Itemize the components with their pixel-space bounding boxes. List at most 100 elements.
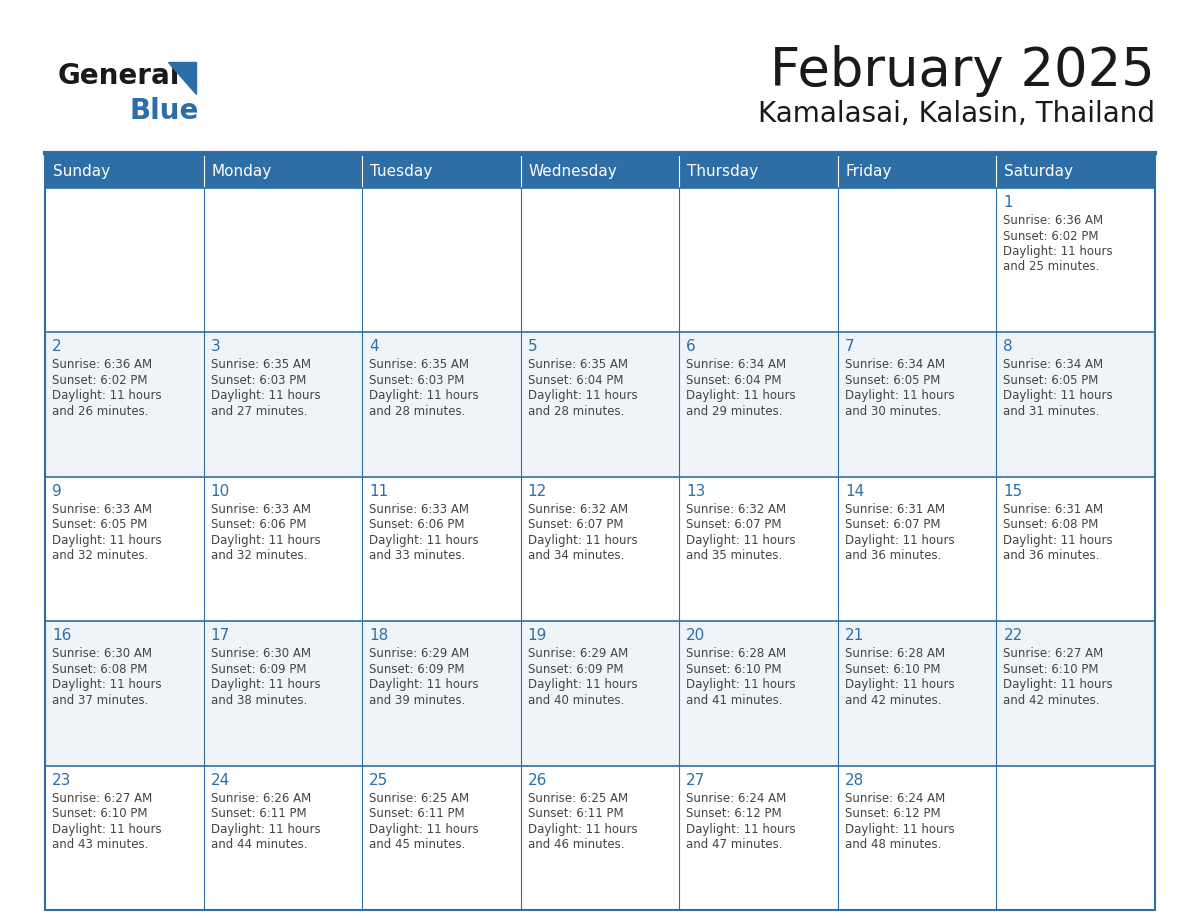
Text: Sunrise: 6:34 AM: Sunrise: 6:34 AM: [845, 358, 944, 372]
Text: and 31 minutes.: and 31 minutes.: [1004, 405, 1100, 418]
Text: Daylight: 11 hours: Daylight: 11 hours: [52, 389, 162, 402]
Bar: [362, 332, 520, 476]
Bar: [680, 155, 838, 188]
Text: Sunrise: 6:34 AM: Sunrise: 6:34 AM: [1004, 358, 1104, 372]
Text: Tuesday: Tuesday: [371, 164, 432, 179]
Text: 13: 13: [687, 484, 706, 498]
Text: Sunset: 6:07 PM: Sunset: 6:07 PM: [845, 519, 941, 532]
Text: and 45 minutes.: and 45 minutes.: [369, 838, 466, 851]
Text: Sunset: 6:05 PM: Sunset: 6:05 PM: [845, 374, 940, 386]
Bar: [520, 155, 680, 188]
Text: Sunrise: 6:29 AM: Sunrise: 6:29 AM: [527, 647, 628, 660]
Text: and 30 minutes.: and 30 minutes.: [845, 405, 941, 418]
Text: and 35 minutes.: and 35 minutes.: [687, 549, 783, 563]
Text: Sunrise: 6:35 AM: Sunrise: 6:35 AM: [527, 358, 627, 372]
Text: and 37 minutes.: and 37 minutes.: [52, 694, 148, 707]
Text: Daylight: 11 hours: Daylight: 11 hours: [527, 389, 637, 402]
Text: Sunrise: 6:35 AM: Sunrise: 6:35 AM: [210, 358, 310, 372]
Text: Daylight: 11 hours: Daylight: 11 hours: [527, 678, 637, 691]
Bar: [838, 766, 997, 910]
Text: 12: 12: [527, 484, 546, 498]
Bar: [520, 621, 680, 766]
Bar: [45, 476, 203, 621]
Text: Sunrise: 6:24 AM: Sunrise: 6:24 AM: [845, 791, 946, 804]
Text: and 44 minutes.: and 44 minutes.: [210, 838, 307, 851]
Text: and 28 minutes.: and 28 minutes.: [527, 405, 624, 418]
Bar: [680, 766, 838, 910]
Text: Sunset: 6:03 PM: Sunset: 6:03 PM: [210, 374, 307, 386]
Text: Sunrise: 6:29 AM: Sunrise: 6:29 AM: [369, 647, 469, 660]
Text: Sunset: 6:08 PM: Sunset: 6:08 PM: [52, 663, 147, 676]
Bar: [203, 155, 362, 188]
Text: 3: 3: [210, 340, 220, 354]
Bar: [362, 621, 520, 766]
Text: Sunset: 6:09 PM: Sunset: 6:09 PM: [527, 663, 624, 676]
Bar: [362, 766, 520, 910]
Text: Daylight: 11 hours: Daylight: 11 hours: [527, 823, 637, 835]
Text: Sunrise: 6:35 AM: Sunrise: 6:35 AM: [369, 358, 469, 372]
Text: and 34 minutes.: and 34 minutes.: [527, 549, 624, 563]
Text: and 47 minutes.: and 47 minutes.: [687, 838, 783, 851]
Text: Sunrise: 6:32 AM: Sunrise: 6:32 AM: [687, 503, 786, 516]
Bar: [45, 188, 203, 332]
Bar: [520, 476, 680, 621]
Text: Sunrise: 6:30 AM: Sunrise: 6:30 AM: [210, 647, 310, 660]
Text: and 42 minutes.: and 42 minutes.: [1004, 694, 1100, 707]
Text: Sunrise: 6:34 AM: Sunrise: 6:34 AM: [687, 358, 786, 372]
Text: and 32 minutes.: and 32 minutes.: [52, 549, 148, 563]
Bar: [45, 155, 1155, 910]
Text: Sunset: 6:08 PM: Sunset: 6:08 PM: [1004, 519, 1099, 532]
Text: Sunset: 6:11 PM: Sunset: 6:11 PM: [210, 807, 307, 820]
Text: Daylight: 11 hours: Daylight: 11 hours: [210, 533, 321, 547]
Bar: [680, 621, 838, 766]
Bar: [362, 188, 520, 332]
Text: Sunset: 6:11 PM: Sunset: 6:11 PM: [527, 807, 624, 820]
Text: General: General: [58, 62, 181, 90]
Text: and 28 minutes.: and 28 minutes.: [369, 405, 466, 418]
Text: Wednesday: Wednesday: [529, 164, 618, 179]
Text: and 39 minutes.: and 39 minutes.: [369, 694, 466, 707]
Bar: [45, 155, 203, 188]
Text: Daylight: 11 hours: Daylight: 11 hours: [1004, 678, 1113, 691]
Text: Sunset: 6:09 PM: Sunset: 6:09 PM: [369, 663, 465, 676]
Text: Sunset: 6:09 PM: Sunset: 6:09 PM: [210, 663, 307, 676]
Bar: [838, 188, 997, 332]
Text: Daylight: 11 hours: Daylight: 11 hours: [687, 823, 796, 835]
Bar: [838, 332, 997, 476]
Text: and 36 minutes.: and 36 minutes.: [845, 549, 941, 563]
Text: and 25 minutes.: and 25 minutes.: [1004, 261, 1100, 274]
Bar: [45, 332, 203, 476]
Bar: [680, 188, 838, 332]
Polygon shape: [168, 62, 196, 94]
Text: Daylight: 11 hours: Daylight: 11 hours: [52, 823, 162, 835]
Text: Sunrise: 6:26 AM: Sunrise: 6:26 AM: [210, 791, 311, 804]
Text: Sunset: 6:12 PM: Sunset: 6:12 PM: [687, 807, 782, 820]
Text: 22: 22: [1004, 628, 1023, 644]
Text: and 29 minutes.: and 29 minutes.: [687, 405, 783, 418]
Bar: [680, 476, 838, 621]
Text: 24: 24: [210, 773, 229, 788]
Text: Daylight: 11 hours: Daylight: 11 hours: [210, 389, 321, 402]
Text: Sunday: Sunday: [53, 164, 110, 179]
Text: Daylight: 11 hours: Daylight: 11 hours: [210, 823, 321, 835]
Text: Sunset: 6:06 PM: Sunset: 6:06 PM: [369, 519, 465, 532]
Text: 15: 15: [1004, 484, 1023, 498]
Text: Sunset: 6:07 PM: Sunset: 6:07 PM: [687, 519, 782, 532]
Text: Sunrise: 6:27 AM: Sunrise: 6:27 AM: [52, 791, 152, 804]
Text: Sunset: 6:02 PM: Sunset: 6:02 PM: [52, 374, 147, 386]
Bar: [838, 476, 997, 621]
Text: Daylight: 11 hours: Daylight: 11 hours: [687, 389, 796, 402]
Text: Sunset: 6:04 PM: Sunset: 6:04 PM: [687, 374, 782, 386]
Text: Sunset: 6:10 PM: Sunset: 6:10 PM: [845, 663, 941, 676]
Text: February 2025: February 2025: [770, 45, 1155, 97]
Text: Saturday: Saturday: [1004, 164, 1074, 179]
Text: and 42 minutes.: and 42 minutes.: [845, 694, 941, 707]
Text: Sunrise: 6:36 AM: Sunrise: 6:36 AM: [1004, 214, 1104, 227]
Text: Sunset: 6:07 PM: Sunset: 6:07 PM: [527, 519, 624, 532]
Text: Sunset: 6:05 PM: Sunset: 6:05 PM: [52, 519, 147, 532]
Bar: [997, 621, 1155, 766]
Text: and 32 minutes.: and 32 minutes.: [210, 549, 307, 563]
Text: Daylight: 11 hours: Daylight: 11 hours: [687, 533, 796, 547]
Text: 11: 11: [369, 484, 388, 498]
Text: Daylight: 11 hours: Daylight: 11 hours: [52, 678, 162, 691]
